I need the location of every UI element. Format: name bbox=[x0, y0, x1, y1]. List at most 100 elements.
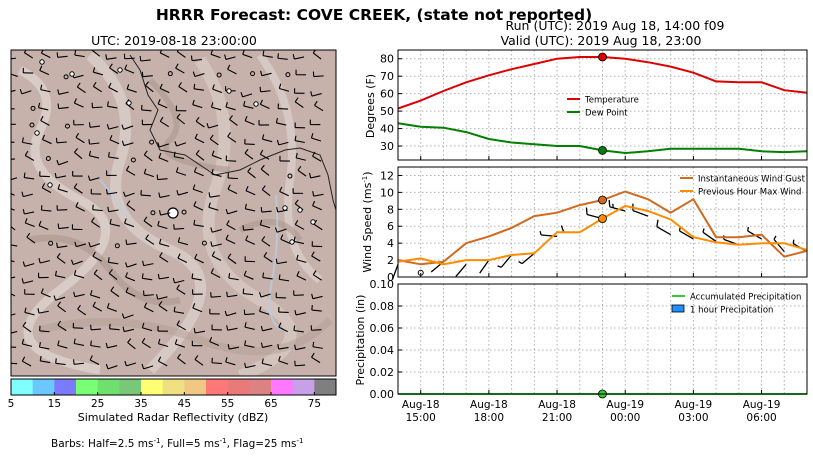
legend-label: Dew Point bbox=[585, 109, 628, 119]
radar-map bbox=[4, 46, 336, 376]
colorbar-swatch bbox=[163, 379, 185, 395]
map-barb bbox=[311, 330, 321, 331]
map-barb-flag bbox=[140, 56, 141, 61]
map-barb-flag bbox=[7, 220, 10, 224]
colorbar-swatch bbox=[11, 379, 33, 395]
map-barb-flag bbox=[4, 88, 5, 93]
max-wind-current-marker bbox=[599, 215, 607, 223]
map-barb-flag bbox=[58, 224, 59, 229]
wind-barb-feather bbox=[609, 200, 610, 207]
map-barb-flag bbox=[109, 152, 110, 157]
map-barb bbox=[211, 296, 221, 297]
map-barb bbox=[228, 178, 238, 179]
y-tick-label: 6 bbox=[387, 220, 394, 233]
map-barb-flag bbox=[58, 104, 59, 109]
map-barb-flag bbox=[229, 273, 230, 278]
map-barb-flag bbox=[89, 139, 90, 144]
map-station-dot bbox=[48, 183, 52, 187]
map-barb-flag bbox=[294, 326, 295, 331]
y-tick-label: 4 bbox=[387, 237, 394, 250]
map-barb-flag bbox=[24, 173, 25, 178]
y-tick-label: 12 bbox=[380, 169, 394, 182]
map-barb-flag bbox=[227, 292, 228, 297]
colorbar-swatch bbox=[119, 379, 141, 395]
x-tick-label-time: 03:00 bbox=[678, 412, 708, 424]
map-barb bbox=[245, 314, 255, 315]
colorbar-tick-label: 5 bbox=[8, 398, 15, 410]
x-tick-label-time: 15:00 bbox=[406, 412, 436, 424]
map-barb-flag bbox=[209, 192, 210, 197]
map-barb-flag bbox=[142, 72, 143, 77]
map-barb-flag bbox=[194, 84, 195, 89]
map-barb-flag bbox=[4, 274, 5, 279]
colorbar-swatch bbox=[184, 379, 206, 395]
y-tick-label: 30 bbox=[380, 140, 394, 153]
map-barb-flag bbox=[126, 240, 127, 245]
map-station-dot bbox=[311, 220, 315, 224]
y-tick-label: 2 bbox=[387, 254, 394, 267]
colorbar-swatch bbox=[314, 379, 336, 395]
run-label: Run (UTC): 2019 Aug 18, 14:00 f09 bbox=[506, 18, 725, 33]
map-barb-flag bbox=[7, 239, 8, 244]
colorbar-swatch bbox=[271, 379, 293, 395]
map-barb-flag bbox=[6, 176, 7, 181]
y-tick-label: 70 bbox=[380, 70, 394, 83]
x-tick-label-date: Aug-19 bbox=[743, 399, 781, 411]
wind-gust-current-marker bbox=[599, 196, 607, 204]
map-barb bbox=[5, 108, 15, 109]
y-tick-label: 0.08 bbox=[370, 300, 395, 313]
temp-ylabel: Degrees (F) bbox=[364, 74, 377, 138]
map-barb-flag bbox=[74, 359, 75, 364]
map-barb bbox=[91, 329, 101, 330]
map-barb bbox=[7, 363, 17, 364]
colorbar-tick-label: 35 bbox=[134, 398, 147, 410]
map-station-dot bbox=[118, 68, 122, 72]
map-barb-flag bbox=[142, 273, 143, 278]
map-station-dot bbox=[70, 72, 74, 76]
y-tick-label: 0.02 bbox=[370, 366, 395, 379]
y-tick-label: 0.06 bbox=[370, 322, 395, 335]
map-barb-flag bbox=[6, 329, 7, 334]
barbs-note: Barbs: Half=2.5 ms-1, Full=5 ms-1, Flag=… bbox=[51, 437, 304, 450]
wind-barb-feather bbox=[793, 240, 794, 244]
temperature-current-marker bbox=[599, 53, 607, 61]
map-station-dot bbox=[254, 102, 258, 106]
x-tick-label-time: 06:00 bbox=[746, 412, 776, 424]
legend-label: Temperature bbox=[584, 96, 639, 106]
map-barb-flag bbox=[5, 202, 7, 207]
colorbar-tick-label: 65 bbox=[264, 398, 277, 410]
map-station-dot bbox=[127, 101, 131, 105]
colorbar-tick-label: 15 bbox=[48, 398, 61, 410]
map-barb bbox=[174, 228, 184, 229]
map-barb-flag bbox=[260, 87, 261, 92]
wind-ylabel: Wind Speed (ms-1) bbox=[361, 171, 374, 272]
map-barb bbox=[92, 107, 102, 108]
map-barb-flag bbox=[278, 53, 279, 58]
x-tick-label-date: Aug-18 bbox=[538, 399, 576, 411]
map-barb-flag bbox=[4, 312, 5, 317]
x-tick-label-date: Aug-19 bbox=[675, 399, 713, 411]
map-barb-flag bbox=[106, 54, 107, 59]
map-station-dot bbox=[40, 60, 44, 64]
wind-barb-feather bbox=[586, 208, 587, 215]
wind-barb-feather bbox=[748, 227, 749, 231]
colorbar-swatch bbox=[293, 379, 315, 395]
valid-label: Valid (UTC): 2019 Aug 18, 23:00 bbox=[501, 33, 702, 48]
y-tick-label: 40 bbox=[380, 123, 394, 136]
colorbar-swatch bbox=[228, 379, 250, 395]
dew-point-current-marker bbox=[599, 146, 607, 154]
map-barb-flag bbox=[279, 274, 280, 279]
map-barb bbox=[314, 76, 324, 77]
map-title: UTC: 2019-08-18 23:00:00 bbox=[91, 33, 257, 48]
map-barb bbox=[141, 195, 151, 196]
map-station-dot bbox=[227, 89, 231, 93]
map-barb-flag bbox=[158, 274, 159, 279]
map-barb-flag bbox=[57, 243, 58, 248]
x-tick-label-date: Aug-18 bbox=[470, 399, 508, 411]
map-barb-flag bbox=[5, 254, 6, 259]
colorbar-label: Simulated Radar Reflectivity (dBZ) bbox=[78, 411, 269, 424]
